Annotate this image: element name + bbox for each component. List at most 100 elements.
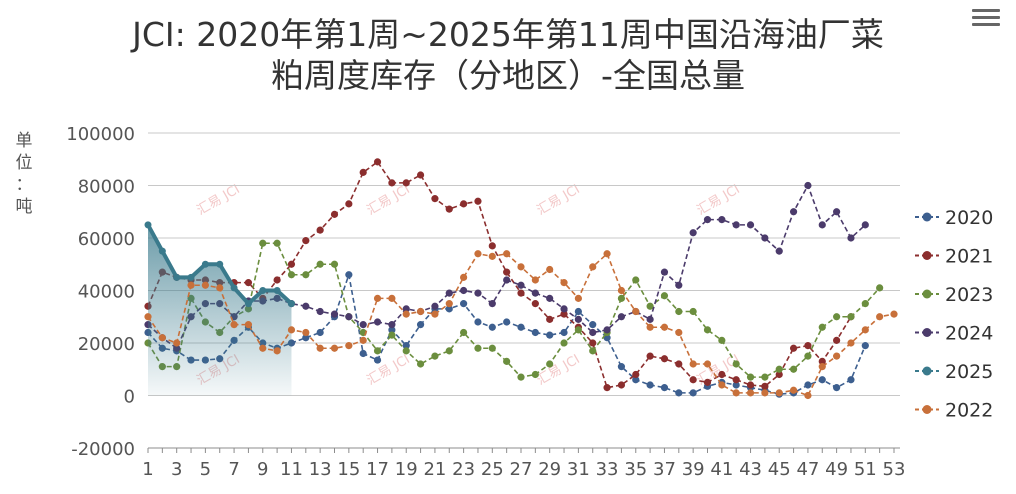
data-point — [388, 331, 396, 339]
data-point — [804, 342, 812, 350]
data-point — [244, 321, 253, 329]
data-point — [158, 334, 166, 342]
data-point — [732, 389, 740, 397]
data-point — [732, 360, 740, 368]
x-tick-label: 9 — [257, 459, 268, 480]
data-point — [804, 391, 812, 400]
data-point — [187, 273, 195, 281]
data-point — [244, 300, 252, 308]
data-point — [818, 357, 826, 365]
data-point — [287, 260, 296, 268]
data-point — [517, 323, 525, 331]
data-point — [732, 381, 740, 389]
data-point — [373, 318, 382, 326]
x-tick-label: 33 — [596, 459, 619, 480]
data-point — [445, 205, 453, 213]
data-point — [345, 313, 353, 321]
data-point — [201, 260, 209, 268]
data-point — [761, 373, 769, 381]
data-point — [833, 352, 841, 360]
data-point — [617, 286, 626, 295]
data-point — [560, 305, 568, 313]
x-tick-label: 15 — [337, 459, 360, 480]
data-point — [388, 321, 396, 329]
data-point — [460, 300, 468, 308]
data-point — [660, 292, 669, 300]
data-point — [861, 342, 869, 350]
y-tick-label: 20000 — [78, 334, 135, 355]
data-point — [847, 234, 855, 242]
data-point — [546, 331, 554, 339]
data-point — [517, 373, 525, 381]
legend-marker — [922, 289, 932, 299]
data-point — [302, 302, 310, 310]
data-point — [703, 216, 712, 224]
data-point — [488, 344, 496, 352]
data-point — [345, 200, 353, 208]
data-point — [761, 234, 769, 242]
legend-item-2020[interactable]: 2020 — [915, 207, 993, 229]
legend-item-2021[interactable]: 2021 — [915, 246, 993, 268]
data-point — [230, 321, 238, 329]
data-point — [474, 250, 482, 258]
legend-item-2025[interactable]: 2025 — [915, 361, 993, 383]
legend-item-2023[interactable]: 2023 — [915, 284, 993, 306]
data-point — [503, 276, 511, 284]
legend-marker — [922, 212, 932, 222]
data-point — [316, 260, 324, 268]
data-point — [818, 323, 826, 331]
data-point — [746, 381, 755, 389]
data-point — [861, 221, 869, 229]
data-point — [330, 260, 339, 268]
data-point — [660, 323, 669, 331]
data-point — [273, 287, 281, 294]
data-point — [402, 347, 410, 355]
data-point — [402, 305, 410, 313]
series-2021 — [144, 158, 855, 392]
data-point — [646, 323, 654, 331]
data-point — [689, 376, 697, 384]
legend-item-2022[interactable]: 2022 — [915, 400, 993, 422]
data-point — [273, 347, 281, 355]
legend-marker — [922, 328, 932, 337]
x-tick-label: 35 — [624, 459, 647, 480]
data-point — [546, 265, 554, 274]
legend-item-2024[interactable]: 2024 — [915, 323, 993, 345]
data-point — [474, 344, 482, 352]
data-point — [173, 339, 181, 347]
y-tick-label: 60000 — [78, 229, 135, 250]
data-point — [804, 381, 812, 389]
legend-label: 2021 — [945, 246, 993, 268]
data-point — [804, 181, 812, 190]
x-tick-label: 11 — [280, 459, 303, 480]
data-point — [431, 195, 439, 203]
data-point — [589, 321, 597, 329]
data-point — [287, 326, 296, 334]
data-point — [517, 263, 525, 271]
data-point — [660, 384, 669, 392]
data-point — [833, 313, 841, 321]
data-point — [718, 216, 726, 224]
data-point — [445, 347, 453, 355]
data-point — [789, 365, 798, 373]
data-point — [617, 294, 626, 302]
data-point — [761, 389, 769, 397]
series-area-2025 — [148, 224, 292, 396]
data-point — [876, 313, 884, 321]
data-point — [833, 384, 841, 392]
data-point — [603, 326, 611, 334]
data-point — [302, 237, 310, 245]
data-point — [589, 263, 597, 271]
menu-icon[interactable] — [972, 6, 1000, 28]
data-point — [244, 279, 253, 287]
data-point — [144, 221, 152, 229]
x-tick-label: 41 — [710, 459, 733, 480]
data-point — [646, 315, 654, 323]
data-point — [517, 289, 525, 297]
data-point — [789, 344, 798, 352]
unit-char: ： — [15, 175, 33, 195]
x-tick-label: 3 — [171, 459, 182, 480]
data-point — [531, 276, 539, 284]
x-tick-label: 13 — [309, 459, 332, 480]
data-point — [531, 328, 539, 337]
